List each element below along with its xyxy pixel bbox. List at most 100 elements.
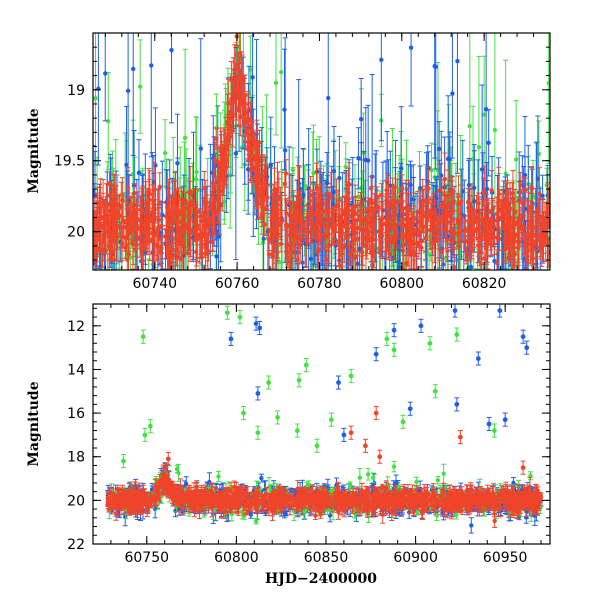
top-axes-frame (92, 32, 551, 271)
bottom-outlier-green (314, 438, 320, 453)
top-red-point (166, 228, 172, 265)
bottom-y-tick-label: 16 (67, 406, 85, 422)
top-red-point (494, 249, 500, 270)
top-red-point (390, 204, 396, 229)
top-blue-point (408, 33, 414, 107)
bottom-outlier-blue (486, 416, 492, 432)
top-red-point (106, 171, 112, 196)
bottom-y-tick-label: 18 (67, 450, 85, 466)
bottom-outlier-green (384, 331, 390, 346)
top-red-point (439, 211, 445, 227)
bottom-y-tick-label: 14 (67, 362, 85, 378)
top-red-point (530, 239, 536, 270)
top-red-point (272, 229, 278, 264)
top-red-point (436, 163, 442, 217)
top-blue-point (130, 33, 136, 156)
top-red-point (409, 214, 415, 270)
top-red-point (482, 205, 488, 241)
top-red-point (411, 227, 417, 270)
top-blue-point (432, 33, 438, 159)
bottom-y-tick-label: 20 (67, 493, 85, 509)
top-panel: 60740 60760 60780 60800 60820 19 19.5 20 Magnit… (26, 32, 551, 292)
top-red-point (469, 238, 475, 260)
bottom-outlier-green (140, 329, 146, 344)
top-red-point (283, 159, 289, 188)
top-red-point (504, 180, 510, 227)
top-red-point (97, 187, 103, 229)
bottom-outlier-green (454, 327, 460, 342)
top-blue-point (325, 33, 331, 185)
top-x-tick-label: 60800 (380, 276, 425, 292)
top-red-point (452, 223, 458, 243)
top-red-point (516, 197, 522, 243)
bottom-outlier-green (400, 414, 406, 429)
top-red-point (151, 199, 157, 234)
top-red-point (216, 179, 222, 235)
top-blue-point (454, 254, 460, 270)
bottom-ticks: 60750 60800 60850 60900 60950 12 14 16 18 20 22 (67, 304, 550, 566)
bottom-outlier-blue (454, 397, 460, 412)
top-red-point (118, 181, 124, 234)
top-red-point (463, 235, 469, 265)
top-red-point (118, 225, 124, 248)
top-red-point (107, 213, 113, 261)
top-red-point (360, 209, 366, 266)
top-red-point (325, 192, 331, 235)
top-red-point (184, 201, 190, 248)
top-red-point (141, 221, 147, 243)
top-red-point (435, 220, 441, 259)
top-red-point (173, 231, 179, 266)
top-red-point (225, 120, 231, 156)
bottom-outlier-blue (255, 386, 261, 401)
top-red-point (234, 44, 240, 85)
top-red-point (429, 198, 435, 243)
top-red-point (177, 233, 183, 270)
top-red-point (221, 143, 227, 197)
bottom-outlier-green (294, 423, 300, 438)
bottom-outlier-green (328, 412, 334, 427)
top-y-tick-label: 20 (67, 225, 85, 241)
top-red-point (263, 163, 269, 210)
top-red-point (517, 171, 523, 199)
top-blue-point (102, 33, 108, 122)
top-red-point (331, 222, 337, 240)
bottom-outlier-green (255, 425, 261, 440)
bottom-x-tick-label: 60950 (483, 550, 528, 566)
top-red-point (218, 127, 224, 175)
top-red-point (172, 172, 178, 225)
top-x-tick-label: 60760 (215, 276, 260, 292)
top-blue-point (95, 33, 101, 166)
top-red-point (491, 219, 497, 255)
top-red-point (399, 174, 405, 203)
bottom-outlier-green (142, 427, 148, 442)
bottom-outlier-green (147, 419, 153, 434)
top-red-point (243, 95, 249, 150)
bottom-outlier-green (120, 454, 126, 469)
top-x-tick-label: 60820 (462, 276, 507, 292)
top-red-point (182, 200, 188, 217)
top-red-point (114, 209, 120, 226)
top-red-point (352, 204, 358, 241)
bottom-y-tick-label: 12 (67, 319, 85, 335)
top-red-point (546, 237, 550, 268)
bottom-outlier-green (427, 336, 433, 351)
top-red-point (206, 206, 212, 235)
top-red-point (379, 200, 385, 249)
top-red-point (253, 150, 259, 202)
top-red-point (374, 186, 380, 207)
top-blue-point (358, 77, 364, 161)
bottom-x-tick-label: 60850 (304, 550, 349, 566)
top-red-point (145, 187, 151, 244)
top-red-point (210, 173, 216, 192)
top-red-point (124, 243, 130, 270)
top-x-tick-label: 60740 (132, 276, 177, 292)
bottom-outlier-blue (502, 412, 508, 427)
top-red-point (451, 248, 457, 270)
top-red-point (258, 172, 264, 219)
top-blue-point (148, 33, 154, 158)
bottom-x-tick-label: 60800 (214, 550, 259, 566)
top-red-point (525, 226, 531, 244)
top-red-point (367, 198, 373, 224)
top-green-point (278, 33, 284, 149)
top-blue-point (454, 33, 460, 174)
